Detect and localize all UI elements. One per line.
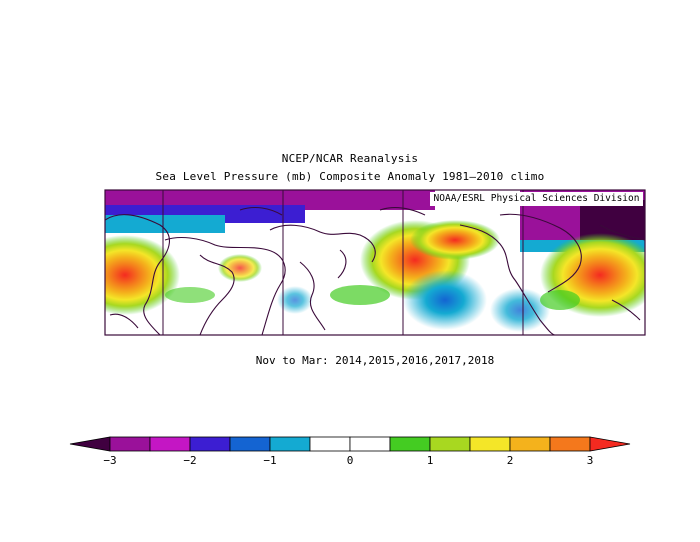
map-grid: [162, 190, 524, 335]
colorbar-swatch: [189, 436, 231, 452]
green-patch-africa: [165, 287, 215, 303]
colorbar-swatch: [429, 436, 471, 452]
colorbar-swatch: [309, 436, 351, 452]
colorbar-swatch: [109, 436, 151, 452]
low-anomaly-pacific: [403, 270, 487, 330]
colorbar-tick-label: 0: [346, 454, 354, 467]
colorbar-swatch: [149, 436, 191, 452]
high-anomaly-atlantic-west: [105, 235, 180, 315]
colorbar-tick-label: −1: [263, 454, 277, 467]
coastlines: [105, 206, 645, 335]
colorbar-tick-label: −2: [183, 454, 197, 467]
colorbar-swatch: [509, 436, 551, 452]
colorbar-min-triangle: [69, 436, 111, 452]
polar-low-core-east: [580, 200, 645, 240]
low-anomaly-east-pacific: [490, 288, 550, 332]
colorbar-swatch: [349, 436, 391, 452]
colorbar-swatch: [469, 436, 511, 452]
colorbar-swatch: [549, 436, 591, 452]
colorbar-tick-label: 3: [586, 454, 594, 467]
green-patch-north-america: [540, 290, 580, 310]
polar-low-band-west-cyan: [105, 215, 225, 233]
credit-label: NOAA/ESRL Physical Sciences Division: [430, 192, 643, 206]
colorbar-tick-label: −3: [103, 454, 117, 467]
low-anomaly-east-asia: [277, 286, 313, 314]
colorbar-swatch: [229, 436, 271, 452]
colorbar-tick-label: 2: [506, 454, 514, 467]
green-patch-west-pacific: [330, 285, 390, 305]
colorbar-max-triangle: [589, 436, 631, 452]
colorbar-swatch: [389, 436, 431, 452]
colorbar-tick-label: 1: [426, 454, 434, 467]
chart-subtitle: Sea Level Pressure (mb) Composite Anomal…: [155, 170, 545, 183]
high-anomaly-asia: [218, 254, 262, 282]
chart-title: NCEP/NCAR Reanalysis: [281, 152, 419, 165]
colorbar-swatch: [269, 436, 311, 452]
season-label: Nov to Mar: 2014,2015,2016,2017,2018: [255, 354, 495, 367]
map-frame: [104, 189, 646, 336]
